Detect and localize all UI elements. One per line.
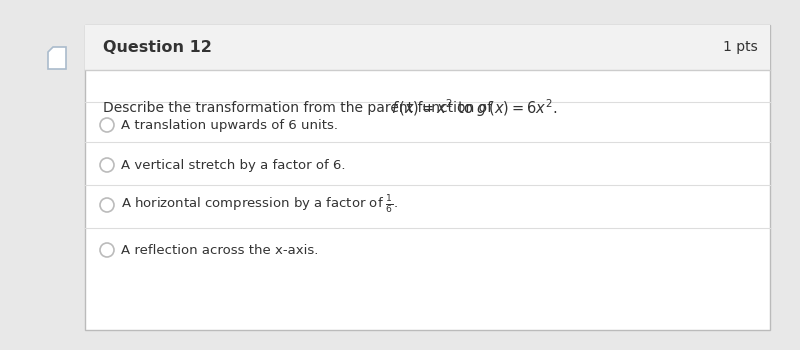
Bar <box>85 25 770 330</box>
Text: A translation upwards of 6 units.: A translation upwards of 6 units. <box>121 119 338 132</box>
Bar <box>85 25 770 70</box>
Text: 1 pts: 1 pts <box>723 41 758 55</box>
Text: A vertical stretch by a factor of 6.: A vertical stretch by a factor of 6. <box>121 159 346 172</box>
Text: Question 12: Question 12 <box>103 40 212 55</box>
Text: A reflection across the x-axis.: A reflection across the x-axis. <box>121 244 318 257</box>
Text: $\mathit{f}\,(\mathit{x}) = \mathit{x}^2$ to $\mathit{g}\,(\mathit{x}) = 6\mathi: $\mathit{f}\,(\mathit{x}) = \mathit{x}^2… <box>391 97 558 119</box>
Polygon shape <box>48 47 66 69</box>
Text: A horizontal compression by a factor of $\frac{1}{6}$.: A horizontal compression by a factor of … <box>121 194 398 216</box>
Text: Describe the transformation from the parent function of: Describe the transformation from the par… <box>103 101 497 115</box>
